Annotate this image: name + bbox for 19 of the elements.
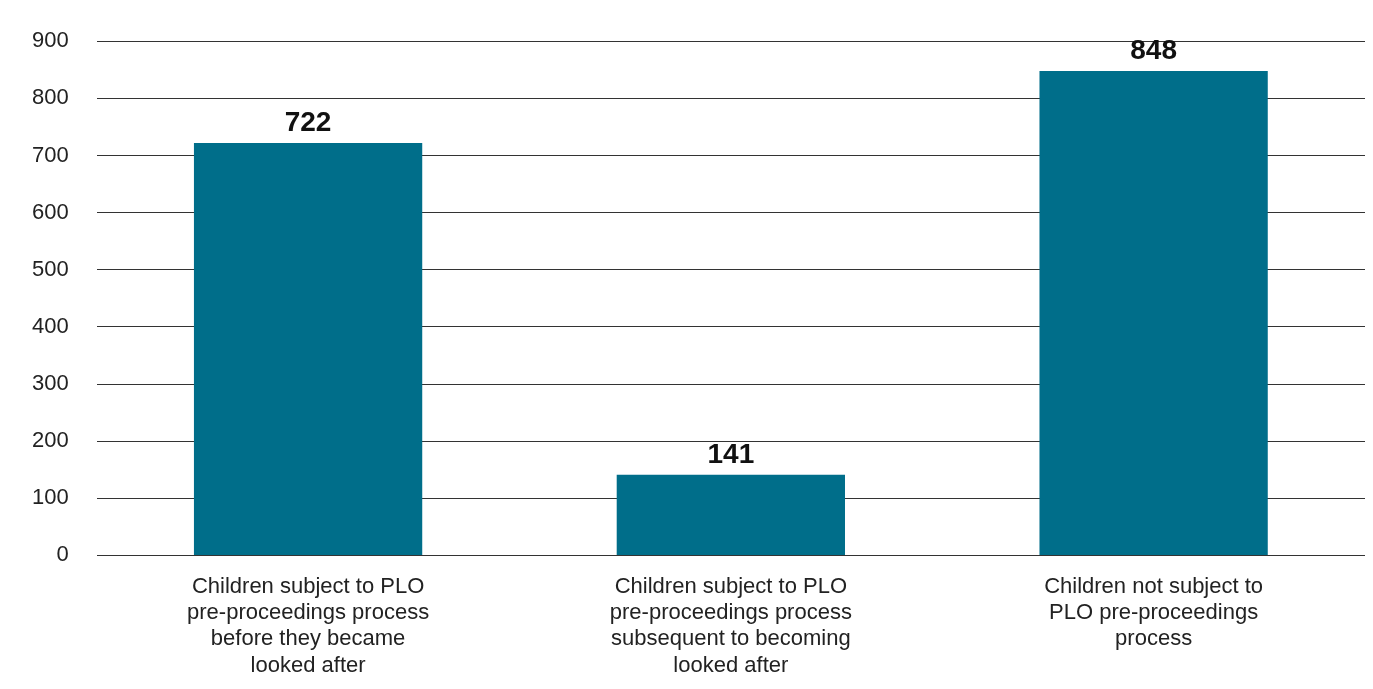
- y-tick-label: 800: [31, 84, 69, 110]
- bar: [193, 142, 423, 555]
- y-tick-label: 0: [56, 541, 69, 567]
- y-tick-label: 100: [31, 484, 69, 510]
- data-label: 141: [707, 437, 755, 469]
- y-tick-label: 500: [31, 255, 69, 281]
- y-tick-label: 400: [31, 312, 69, 338]
- x-tick-label: Children not subject to PLO pre-proceedings process: [1044, 572, 1264, 651]
- y-tick-label: 300: [31, 370, 69, 396]
- x-tick-label: Children subject to PLO pre-proceedings process subsequent to becoming looked after: [609, 572, 852, 677]
- bar: [1039, 70, 1268, 555]
- bar: [616, 474, 845, 555]
- y-tick-label: 200: [31, 427, 69, 453]
- y-tick-label: 600: [31, 198, 69, 224]
- data-label: 722: [284, 105, 332, 137]
- y-tick-label: 900: [31, 27, 69, 53]
- x-tick-label: Children subject to PLO pre-proceedings process before they became looked after: [187, 572, 430, 677]
- y-tick-label: 700: [31, 141, 69, 167]
- data-label: 848: [1130, 33, 1177, 65]
